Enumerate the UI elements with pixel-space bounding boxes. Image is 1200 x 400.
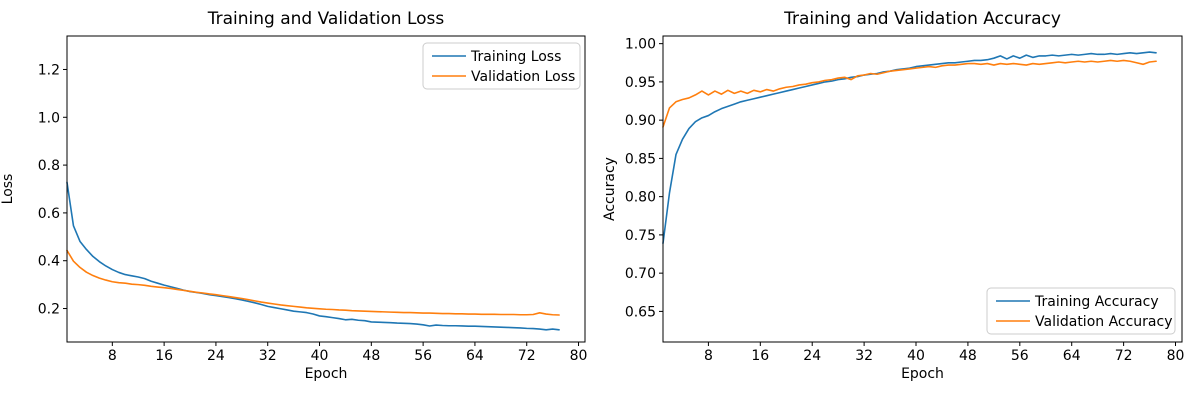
x-tick-label: 56 [414,348,432,364]
accuracy-plot-area: 8 16 24 32 40 48 56 64 72 800.650.700.750.800.850… [625,35,1184,364]
x-tick-label: 48 [959,348,977,364]
series-line [662,59,1157,128]
x-tick-label: 40 [311,348,329,364]
x-tick-label: 40 [907,348,925,364]
y-axis-ticks: 0.65 0.70 0.75 0.80 0.85 0.90 0.95 1.00 [625,37,663,320]
legend-label: Training Loss [470,49,561,65]
y-tick-label: 0.90 [625,113,656,129]
accuracy-chart-title: Training and Validation Accuracy [784,9,1061,29]
x-tick-label: 48 [362,348,380,364]
x-tick-label: 8 [704,348,713,364]
x-tick-label: 64 [466,348,484,364]
x-tick-label: 72 [1115,348,1133,364]
legend: Training Loss Validation Loss [422,42,581,90]
x-tick-label: 72 [518,348,536,364]
accuracy-chart: Training and Validation Accuracy Accurac… [600,0,1200,400]
y-tick-label: 1.0 [38,110,60,126]
legend-box [422,42,581,90]
x-tick-label: 24 [207,348,225,364]
series-line [662,51,1157,245]
y-tick-label: 0.65 [625,304,656,320]
y-tick-label: 0.4 [38,254,60,270]
x-tick-label: 8 [108,348,117,364]
y-tick-label: 1.00 [625,37,656,53]
axes-spines [662,35,1183,343]
x-tick-label: 80 [1167,348,1185,364]
x-tick-label: 80 [570,348,588,364]
y-tick-label: 0.80 [625,190,656,206]
series-line [66,181,560,331]
x-tick-label: 56 [1011,348,1029,364]
y-tick-label: 1.2 [38,62,60,78]
x-tick-label: 64 [1063,348,1081,364]
y-tick-label: 0.2 [38,302,60,318]
y-tick-label: 0.8 [38,158,60,174]
x-axis-ticks: 8 16 24 32 40 48 56 64 72 80 [704,342,1184,364]
series-line [66,249,560,316]
y-axis-ticks: 0.2 0.4 0.6 0.8 1.0 1.2 [38,62,67,318]
x-axis-ticks: 8 16 24 32 40 48 56 64 72 80 [108,342,588,364]
x-tick-label: 32 [855,348,873,364]
y-tick-label: 0.95 [625,75,656,91]
x-tick-label: 16 [751,348,769,364]
legend: Training Accuracy Validation Accuracy [986,287,1176,335]
loss-chart: Training and Validation Loss Loss Epoch … [0,9,588,382]
y-tick-label: 0.85 [625,151,656,167]
x-tick-label: 32 [259,348,277,364]
legend-label: Validation Accuracy [1035,314,1173,330]
legend-label: Validation Loss [471,69,575,85]
x-tick-label: 24 [803,348,821,364]
accuracy-x-axis-label: Epoch [901,366,944,382]
axes-spines [66,35,586,343]
legend-label: Training Accuracy [1034,294,1159,310]
legend-box [986,287,1176,335]
y-tick-label: 0.75 [625,228,656,244]
y-tick-label: 0.70 [625,266,656,282]
loss-chart-title: Training and Validation Loss [207,9,445,29]
loss-x-axis-label: Epoch [304,366,348,382]
x-tick-label: 16 [155,348,173,364]
y-tick-label: 0.6 [38,206,60,222]
series-lines [66,181,560,331]
loss-plot-area: 8 16 24 32 40 48 56 64 72 80 0.2 0.4 0.6 0.8 1.0 1.2 Tra… [38,35,588,364]
series-lines [662,51,1157,245]
